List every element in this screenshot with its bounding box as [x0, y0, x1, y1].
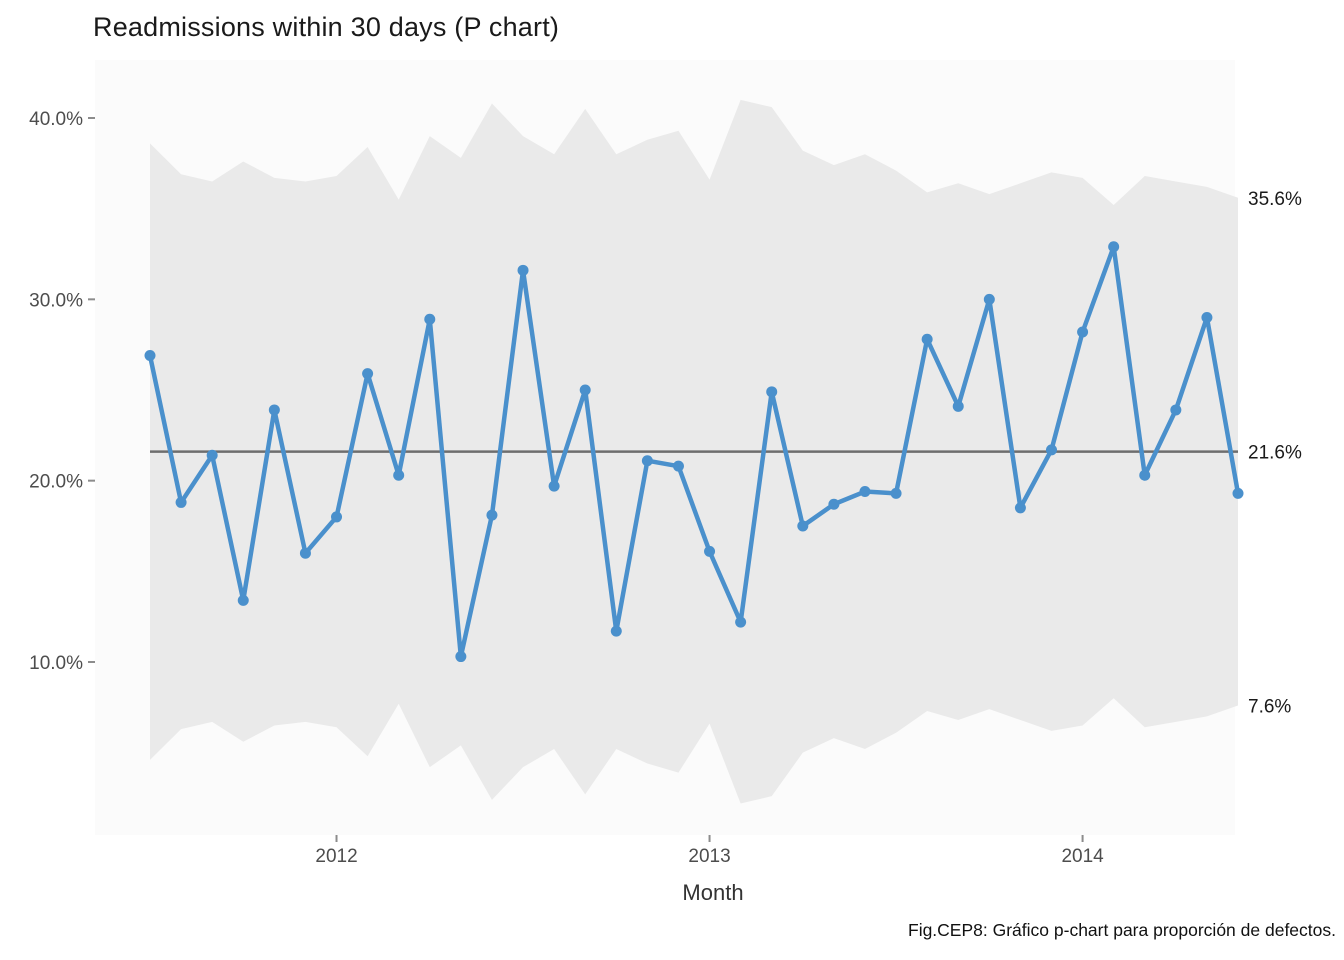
data-point — [766, 386, 778, 398]
data-point — [1077, 326, 1089, 338]
data-point — [144, 350, 156, 362]
ucl-annotation: 35.6% — [1248, 189, 1302, 210]
data-point — [1201, 311, 1213, 323]
data-point — [486, 509, 498, 521]
data-point — [237, 594, 249, 606]
y-tick-label: 30.0% — [29, 290, 83, 311]
x-tick-label: 2012 — [315, 846, 357, 867]
data-point — [983, 293, 995, 305]
data-point — [1014, 502, 1026, 514]
data-point — [299, 547, 311, 559]
figure-caption: Fig.CEP8: Gráfico p-chart para proporció… — [908, 920, 1336, 940]
center-line-annotation: 21.6% — [1248, 443, 1302, 464]
y-tick-label: 10.0% — [29, 653, 83, 674]
data-point — [331, 511, 343, 523]
data-point — [890, 487, 902, 499]
data-point — [1232, 487, 1244, 499]
data-point — [424, 313, 436, 325]
series-line — [147, 244, 1241, 659]
data-point — [1108, 241, 1120, 253]
y-tick-label: 20.0% — [29, 472, 83, 493]
data-point — [797, 520, 809, 532]
lcl-annotation: 7.6% — [1248, 697, 1291, 718]
data-point — [268, 404, 280, 416]
data-point — [1045, 444, 1057, 456]
data-point — [1139, 469, 1151, 481]
x-tick-label: 2014 — [1061, 846, 1104, 867]
data-point — [517, 264, 529, 276]
data-point — [859, 486, 871, 498]
data-point — [828, 498, 840, 510]
data-point — [952, 400, 964, 412]
data-point — [206, 449, 218, 461]
y-tick-label: 40.0% — [29, 109, 83, 130]
data-point — [610, 625, 622, 637]
data-point — [175, 496, 187, 508]
x-axis-title: Month — [682, 880, 744, 905]
data-point — [362, 368, 374, 380]
data-point — [1170, 404, 1182, 416]
data-point — [672, 460, 684, 472]
x-tick-label: 2013 — [688, 846, 730, 867]
data-point — [393, 469, 405, 481]
data-point — [704, 545, 716, 557]
data-point — [548, 480, 560, 492]
data-point — [641, 455, 653, 467]
data-point — [735, 616, 747, 628]
data-point — [921, 333, 933, 345]
data-point — [579, 384, 591, 396]
chart-title: Readmissions within 30 days (P chart) — [93, 12, 560, 42]
data-point — [455, 651, 467, 663]
